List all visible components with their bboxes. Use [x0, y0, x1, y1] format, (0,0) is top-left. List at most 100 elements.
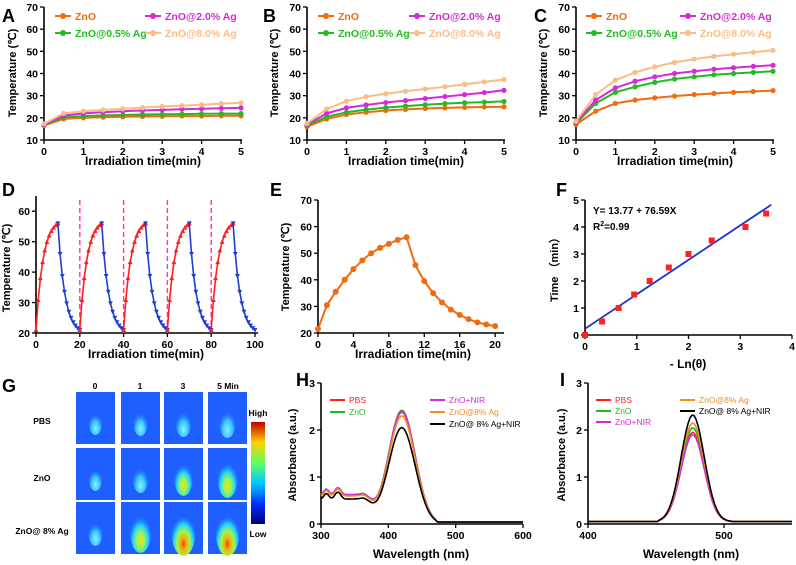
- cooling-point: [73, 323, 78, 329]
- x-tick-label: 5: [238, 146, 244, 158]
- cooling-point: [75, 326, 81, 331]
- series-zno-8ag-point: [750, 49, 756, 55]
- heating-point: [92, 228, 98, 234]
- heating-point: [217, 247, 223, 253]
- series-zno-8ag-point: [481, 79, 487, 85]
- heating-point: [129, 247, 135, 253]
- legend-marker: [323, 30, 329, 36]
- temperature-point: [385, 240, 392, 247]
- heating-point: [35, 297, 41, 303]
- series-zno-8ag-point: [731, 51, 737, 57]
- heating-point: [77, 327, 83, 332]
- y-axis-label: Temperature (℃): [269, 28, 281, 117]
- series-zno-05ag-point: [179, 111, 185, 117]
- series-zno-05ag-point: [383, 105, 389, 111]
- y-tick-label: 60: [558, 24, 570, 36]
- legend-label: PBS: [615, 395, 632, 405]
- series-zno-point: [731, 89, 737, 95]
- legend-label: ZnO@0.5% Ag: [338, 28, 410, 40]
- x-axis-label: Wavelength (nm): [643, 547, 739, 561]
- legend-label: ZnO@8% Ag: [449, 407, 499, 417]
- series-zno-2ag-point: [750, 63, 756, 70]
- x-ticks: 0 1 2 3 4: [582, 335, 795, 353]
- series-zno-05ag-point: [750, 69, 756, 75]
- x-tick-label: 0: [304, 146, 310, 158]
- cooling-point: [149, 289, 155, 295]
- spectrum-zno-nir: [588, 434, 792, 523]
- series-zno-05ag-point: [731, 70, 737, 77]
- series-zno-8ag-point: [462, 81, 468, 87]
- series-zno-2ag-point: [632, 78, 638, 84]
- x-tick-label: 16: [454, 339, 466, 351]
- y-tick-label: 50: [18, 237, 30, 249]
- heating-point: [173, 247, 179, 253]
- heating-point: [97, 222, 102, 228]
- cooling-point: [232, 251, 238, 257]
- temperature-point: [368, 250, 375, 257]
- series-group: [573, 47, 776, 128]
- series-zno-2ag-point: [442, 93, 448, 100]
- legend-label: ZnO@2.0% Ag: [429, 11, 501, 23]
- y-tick-label: 2: [576, 425, 582, 437]
- heat-plume: [132, 463, 149, 493]
- heating-point: [40, 259, 45, 265]
- panel-letter: G: [2, 376, 16, 396]
- series-zno-8ag-point: [120, 106, 126, 112]
- data-point: [685, 251, 692, 257]
- series-zno-point: [612, 100, 619, 107]
- colorbar-low-label: Low: [250, 529, 267, 539]
- series-zno-05ag-point: [671, 76, 678, 82]
- y-tick-label: 50: [289, 46, 301, 58]
- series-zno-2ag-point: [383, 99, 389, 106]
- series-group: [315, 234, 499, 333]
- heating-point: [228, 222, 234, 228]
- panel-letter: C: [534, 6, 547, 26]
- heating-point: [140, 222, 146, 228]
- heat-plume: [129, 511, 152, 553]
- y-tick-label: 70: [300, 195, 312, 207]
- heating-point: [94, 225, 100, 230]
- row-label: ZnO: [34, 473, 51, 483]
- series-zno-8ag-point: [652, 64, 658, 70]
- series-zno-point: [632, 97, 638, 103]
- y-ticks: 0 1 2 3 4 5: [573, 195, 585, 342]
- y-tick-label: 20: [26, 113, 38, 125]
- series-group: [41, 100, 244, 129]
- x-tick-label: 12: [418, 339, 430, 351]
- series-zno-05ag-point: [462, 100, 468, 106]
- y-tick-label: 30: [26, 91, 38, 103]
- cooling-point: [195, 301, 201, 306]
- x-tick-label: 2: [120, 146, 126, 158]
- temperature-point: [483, 321, 490, 328]
- x-tick-label: 5: [770, 146, 776, 158]
- panel-f: F 0 1 2 3 4 5 0 1 2 3 4 Time （min） - Ln(θ) Y= 13.…: [548, 180, 795, 371]
- col-label: 0: [93, 381, 98, 391]
- heating-point: [121, 327, 126, 332]
- y-axis-label: Absorbance (a.u.): [287, 408, 299, 501]
- heating-point: [81, 275, 87, 281]
- series-zno-8ag-point: [100, 107, 106, 113]
- x-tick-label: 3: [422, 146, 428, 158]
- legend-label: ZnO@0.5% Ag: [75, 28, 147, 40]
- y-tick-label: 0: [309, 519, 315, 531]
- temperature-point: [492, 323, 499, 330]
- panel-letter: E: [270, 180, 282, 200]
- heating-point: [215, 259, 221, 265]
- x-tick-label: 40: [118, 339, 130, 351]
- legend: PBS ZnO ZnO+NIR ZnO@8% Ag ZnO@ 8% Ag+NIR: [596, 395, 771, 427]
- legend-label: ZnO+NIR: [449, 395, 485, 405]
- y-tick-label: 40: [558, 69, 570, 81]
- cooling-point: [243, 315, 249, 321]
- temperature-point: [394, 236, 401, 243]
- series-zno-8ag-point: [573, 118, 579, 124]
- y-axis-label: Absorbance (a.u.): [556, 408, 568, 501]
- x-tick-label: 4: [789, 341, 795, 353]
- series-zno-8ag-point: [363, 94, 369, 100]
- temperature-point: [465, 316, 472, 323]
- heat-plume: [217, 458, 238, 498]
- x-axis-label: Irradiation time(min): [348, 154, 464, 168]
- series-zno-point: [462, 104, 468, 111]
- legend-label: ZnO: [338, 11, 359, 23]
- cooling-point: [108, 301, 113, 306]
